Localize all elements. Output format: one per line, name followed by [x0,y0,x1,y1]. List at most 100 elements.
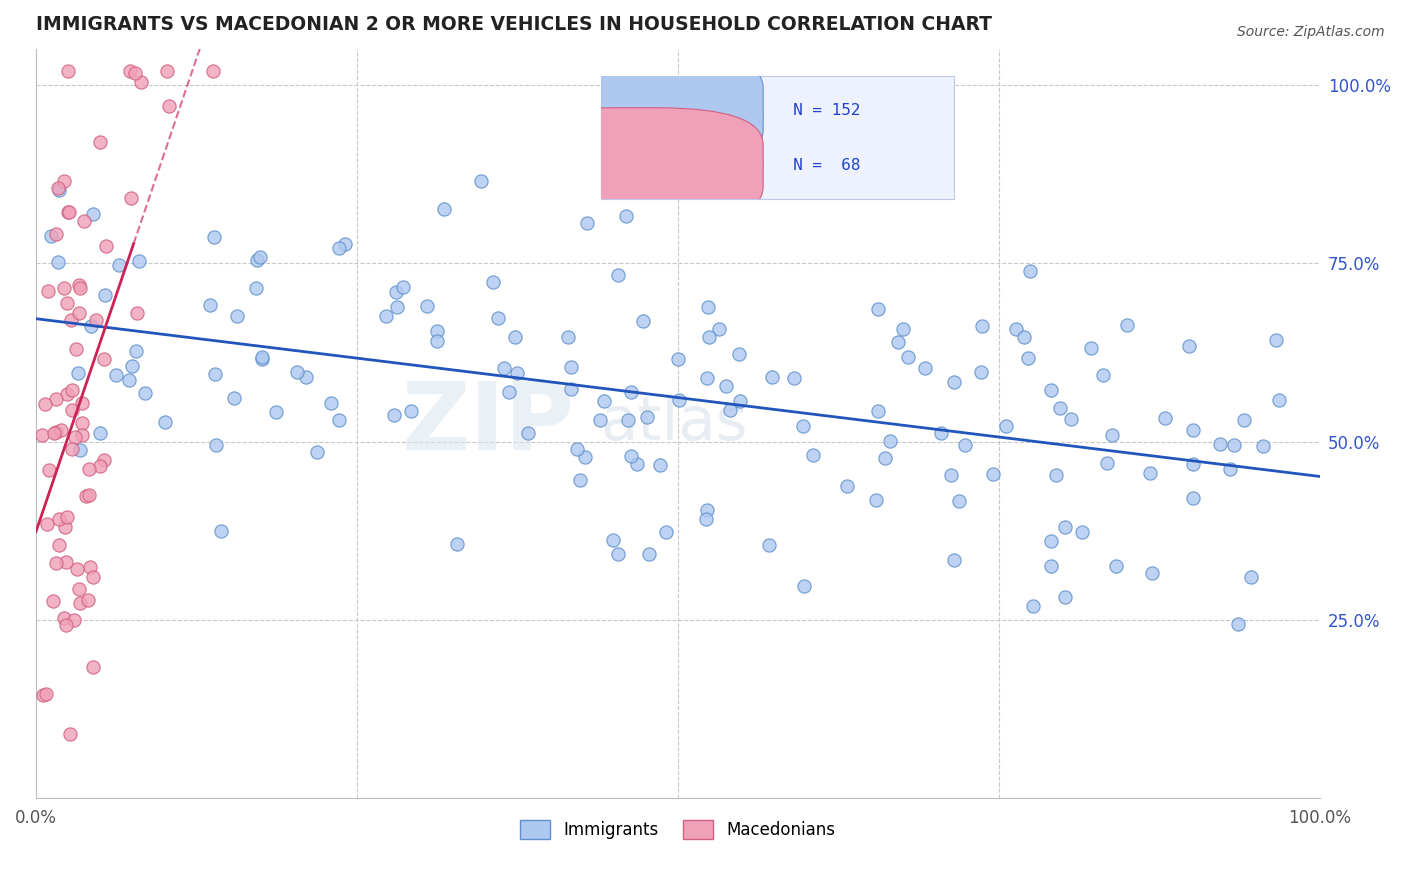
Point [1071,525,1094,540]
Point [37,284,59,298]
Point [401,404,423,418]
Point [69,596,91,610]
Point [1181,458,1204,472]
Point [56,509,79,524]
Point [69,442,91,457]
Point [939,468,962,483]
Point [614,209,637,223]
Point [121,359,143,373]
Point [1140,566,1163,581]
Point [65,342,87,356]
Point [31,428,53,442]
Point [385,300,408,314]
Point [668,392,690,407]
Point [328,413,350,427]
Point [557,329,579,343]
Point [638,547,661,561]
Point [129,75,152,89]
Point [498,384,520,399]
Point [1154,411,1177,425]
Point [84,313,107,327]
Point [942,553,965,567]
Point [70,416,93,430]
Point [1178,339,1201,353]
Point [93,452,115,467]
Point [1049,401,1071,416]
Point [94,288,117,302]
Point [118,372,141,386]
Point [198,297,221,311]
Point [60,442,83,456]
Point [45,425,67,440]
Point [328,241,350,255]
Point [897,350,920,364]
Point [82,207,104,221]
Point [426,334,449,348]
Point [560,360,582,375]
Point [803,448,825,462]
Point [446,537,468,551]
Point [695,512,717,526]
Point [59,313,82,327]
Point [793,579,815,593]
Text: ZIP: ZIP [402,378,575,470]
Point [104,368,127,382]
Point [636,409,658,424]
Point [666,352,689,367]
Point [250,350,273,364]
Point [89,135,111,149]
Point [697,301,720,315]
Point [575,215,598,229]
Point [970,365,993,379]
Point [67,278,90,293]
Point [392,280,415,294]
Point [32,689,55,703]
Point [59,727,82,741]
Text: Source: ZipAtlas.com: Source: ZipAtlas.com [1237,25,1385,39]
Point [1040,534,1063,549]
Point [35,687,58,701]
Point [94,239,117,253]
Point [567,442,589,457]
Point [1209,437,1232,451]
Point [697,330,720,344]
Point [761,369,783,384]
Point [482,275,505,289]
Point [45,556,67,570]
Point [1039,558,1062,573]
Point [707,322,730,336]
Point [58,204,80,219]
Point [865,492,887,507]
Point [66,366,89,380]
Point [648,458,671,472]
Point [1181,491,1204,505]
Point [89,459,111,474]
Point [67,582,90,596]
Point [1019,263,1042,277]
Point [1264,333,1286,347]
Point [55,555,77,569]
Point [80,319,103,334]
Point [69,281,91,295]
Point [37,516,59,531]
Point [53,174,76,188]
Point [981,467,1004,482]
Point [124,66,146,80]
Point [1054,591,1077,605]
Point [1139,467,1161,481]
Point [696,503,718,517]
Point [202,230,225,244]
Point [1097,456,1119,470]
Point [1012,330,1035,344]
Point [929,426,952,441]
Point [67,306,90,320]
Point [1182,423,1205,437]
Point [758,539,780,553]
Text: IMMIGRANTS VS MACEDONIAN 2 OR MORE VEHICLES IN HOUSEHOLD CORRELATION CHART: IMMIGRANTS VS MACEDONIAN 2 OR MORE VEHIC… [37,15,993,34]
Point [1091,368,1114,383]
Point [517,425,540,440]
Point [1022,599,1045,613]
Point [48,183,70,197]
Point [953,438,976,452]
Point [55,617,77,632]
